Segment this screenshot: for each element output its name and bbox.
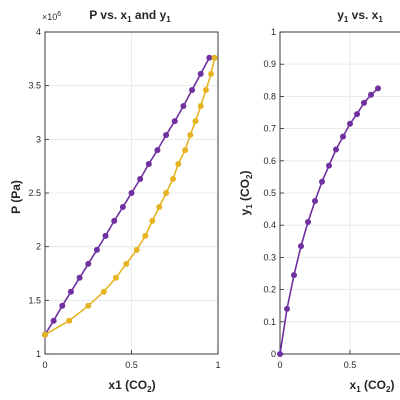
pressure-series-1-point bbox=[202, 86, 209, 93]
pressure-series-0-point bbox=[111, 217, 118, 224]
composition-series-0-point bbox=[284, 305, 290, 312]
composition-y-tick-label: 0.5 bbox=[263, 188, 276, 198]
composition-y-tick-label: 0.7 bbox=[263, 124, 276, 134]
composition-series-0-point bbox=[319, 178, 325, 185]
pressure-series-1-point bbox=[192, 118, 199, 125]
pressure-y-tick-label: 3 bbox=[36, 134, 41, 144]
pressure-series-1-point bbox=[112, 274, 119, 281]
composition-series-0-point bbox=[312, 198, 318, 205]
composition-panel: y1 vs. x1 y1 (CO2) x1 (CO2) 0 0.1 0.2 0.3 0.… bbox=[238, 8, 400, 394]
pressure-y-tick-label: 1 bbox=[36, 349, 41, 359]
composition-y-tick-label: 0.2 bbox=[263, 285, 276, 295]
pressure-series-1-point bbox=[175, 161, 182, 168]
composition-series-0-point bbox=[354, 111, 360, 118]
pressure-series-0-point bbox=[197, 70, 204, 77]
pressure-series-1-point bbox=[133, 246, 140, 253]
pressure-series-0-point bbox=[76, 274, 83, 281]
composition-y-tick-label: 0.9 bbox=[263, 59, 276, 69]
pressure-series-0-point bbox=[59, 302, 66, 309]
pressure-series-0-point bbox=[119, 203, 126, 210]
pressure-y-tick-label: 2.5 bbox=[28, 188, 41, 198]
pressure-series-1-point bbox=[163, 190, 170, 196]
composition-series-0-point bbox=[340, 133, 346, 140]
composition-y-tick-label: 0 bbox=[271, 349, 276, 359]
pressure-axes-box bbox=[44, 31, 219, 355]
composition-y-tick-label: 0.8 bbox=[263, 91, 276, 101]
pressure-series-1-point bbox=[170, 176, 177, 183]
pressure-series-1-point bbox=[123, 260, 130, 267]
pressure-y-tick-label: 1.5 bbox=[28, 295, 41, 305]
composition-series-0-point bbox=[277, 351, 283, 357]
composition-x-tick-label: 0 bbox=[277, 360, 282, 370]
pressure-series-0-point bbox=[93, 246, 100, 253]
pressure-series-0-point bbox=[85, 260, 92, 267]
pressure-series-1-point bbox=[211, 54, 218, 61]
composition-series-0-point bbox=[291, 272, 297, 279]
pressure-panel: P vs. x1 and y1 ×106 P (Pa) x1 (CO2) 1 1.… bbox=[9, 8, 221, 394]
pressure-series-1-point bbox=[42, 331, 48, 338]
composition-series-0-point bbox=[326, 162, 332, 169]
pressure-x-tick-label: 1 bbox=[215, 360, 220, 370]
composition-series-0-point bbox=[298, 243, 304, 250]
pressure-y-tick-label: 2 bbox=[36, 242, 41, 252]
pressure-y-tick-label: 3.5 bbox=[28, 81, 41, 91]
composition-panel-x-label: x1 (CO2) bbox=[350, 378, 395, 394]
pressure-series-0-point bbox=[137, 176, 144, 183]
composition-series-0-point bbox=[347, 120, 353, 127]
pressure-series-0-point bbox=[50, 317, 57, 324]
pressure-series-1-point bbox=[187, 132, 194, 139]
composition-series-0-point bbox=[305, 218, 311, 225]
pressure-series-1-point bbox=[85, 302, 92, 309]
pressure-series-0-point bbox=[163, 132, 170, 139]
pressure-series-0-point bbox=[180, 103, 187, 110]
pressure-series-1-point bbox=[182, 147, 189, 154]
composition-series-0-point bbox=[368, 91, 374, 98]
pressure-series-1-point bbox=[208, 70, 215, 77]
pressure-series-0-point bbox=[67, 288, 74, 295]
composition-panel-y-label: y1 (CO2) bbox=[238, 171, 254, 216]
pressure-series-0-point bbox=[154, 147, 161, 154]
pressure-series-0-point bbox=[145, 161, 152, 168]
pressure-series-1-point bbox=[100, 288, 107, 295]
pressure-series-0-point bbox=[189, 86, 196, 93]
pressure-panel-y-label: P (Pa) bbox=[9, 180, 23, 214]
composition-y-tick-label: 0.4 bbox=[263, 220, 276, 230]
pressure-panel-x-label: x1 (CO2) bbox=[108, 378, 155, 394]
y-exponent-label: ×106 bbox=[42, 11, 61, 22]
composition-series-0-point bbox=[333, 146, 339, 153]
pressure-series-1-point bbox=[142, 232, 149, 239]
composition-y-tick-label: 0.6 bbox=[263, 156, 276, 166]
composition-axes-box bbox=[279, 31, 400, 355]
pressure-series-1-point bbox=[66, 317, 73, 324]
pressure-series-0-point bbox=[206, 54, 213, 61]
composition-series-0-point bbox=[361, 99, 367, 106]
pressure-series-0-point bbox=[128, 190, 135, 196]
pressure-x-tick-label: 0 bbox=[42, 360, 47, 370]
pressure-x-tick-label: 0.5 bbox=[125, 360, 138, 370]
composition-x-tick-label: 0.5 bbox=[344, 360, 357, 370]
pressure-series-0-point bbox=[102, 232, 109, 239]
pressure-series-1-point bbox=[197, 103, 204, 110]
pressure-y-tick-label: 4 bbox=[36, 27, 41, 37]
composition-y-tick-label: 0.1 bbox=[263, 317, 276, 327]
composition-y-tick-label: 0.3 bbox=[263, 252, 276, 262]
pressure-series-1-point bbox=[156, 203, 163, 210]
composition-y-tick-label: 1 bbox=[271, 27, 276, 37]
pressure-series-0-point bbox=[171, 118, 178, 125]
composition-panel-title: y1 vs. x1 bbox=[337, 8, 383, 24]
pressure-panel-title: P vs. x1 and y1 bbox=[89, 8, 171, 24]
pressure-series-1-point bbox=[149, 217, 156, 224]
composition-series-0-point bbox=[375, 85, 381, 92]
